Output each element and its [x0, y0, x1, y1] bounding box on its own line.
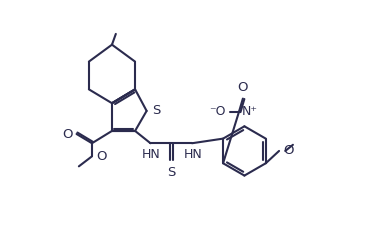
Text: HN: HN — [142, 148, 161, 161]
Text: S: S — [167, 166, 175, 179]
Text: S: S — [152, 104, 160, 117]
Text: O: O — [96, 150, 106, 163]
Text: HN: HN — [184, 148, 202, 161]
Text: O: O — [283, 144, 293, 157]
Text: ⁻O: ⁻O — [208, 105, 225, 118]
Text: N⁺: N⁺ — [242, 105, 258, 118]
Text: O: O — [62, 128, 73, 141]
Text: O: O — [238, 81, 248, 94]
